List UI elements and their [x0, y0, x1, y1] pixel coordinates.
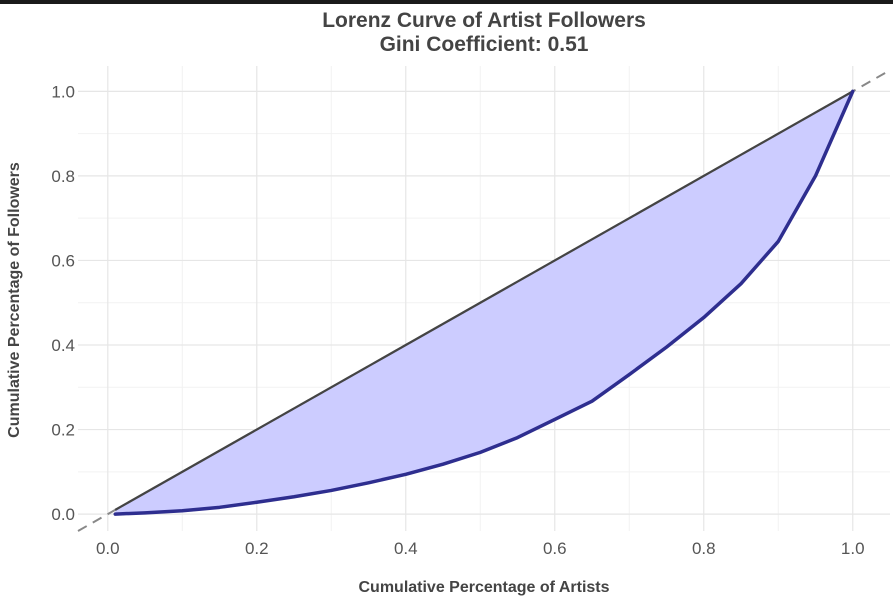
lorenz-point	[218, 506, 221, 509]
y-axis-title: Cumulative Percentage of Followers	[6, 162, 23, 438]
lorenz-point	[479, 451, 482, 454]
lorenz-point	[777, 240, 780, 243]
lorenz-point	[330, 489, 333, 492]
lorenz-point	[143, 511, 147, 515]
y-tick-label: 0.4	[51, 336, 75, 355]
lorenz-points	[114, 90, 854, 516]
lorenz-point	[851, 90, 854, 93]
lorenz-point	[114, 512, 117, 516]
y-tick-label: 0.8	[51, 167, 75, 186]
lorenz-point	[739, 282, 743, 285]
x-tick-label: 1.0	[841, 539, 865, 558]
lorenz-point	[255, 501, 258, 504]
chart-subtitle: Gini Coefficient: 0.51	[380, 33, 589, 56]
x-tick-label: 0.0	[96, 539, 120, 558]
lorenz-point	[590, 400, 594, 403]
plot-area	[77, 69, 891, 532]
chart-title: Lorenz Curve of Artist Followers	[322, 9, 646, 32]
y-tick-label: 0.6	[51, 251, 75, 270]
lorenz-point	[553, 418, 556, 421]
y-tick-label: 0.2	[51, 421, 75, 440]
lorenz-point	[516, 436, 519, 439]
x-tick-label: 0.2	[245, 539, 269, 558]
x-tick-label: 0.4	[394, 539, 418, 558]
y-tick-label: 0.0	[51, 505, 75, 524]
x-axis-title: Cumulative Percentage of Artists	[358, 579, 609, 596]
lorenz-point	[441, 463, 445, 466]
lorenz-point	[702, 316, 705, 319]
lorenz-point	[292, 495, 296, 498]
lorenz-point	[814, 174, 817, 178]
lorenz-point	[367, 481, 370, 485]
x-axis-ticks: 0.0 0.2 0.4 0.6 0.8 1.0	[96, 539, 865, 558]
window-top-border	[0, 0, 893, 4]
lorenz-point	[181, 509, 184, 512]
y-tick-label: 1.0	[51, 82, 75, 101]
line-of-equality	[114, 90, 854, 511]
x-tick-label: 0.8	[692, 539, 716, 558]
x-tick-label: 0.6	[543, 539, 567, 558]
y-axis-ticks: 0.0 0.2 0.4 0.6 0.8 1.0	[51, 82, 75, 524]
lorenz-point	[404, 473, 407, 476]
lorenz-point	[665, 345, 668, 349]
lorenz-point	[628, 373, 631, 376]
